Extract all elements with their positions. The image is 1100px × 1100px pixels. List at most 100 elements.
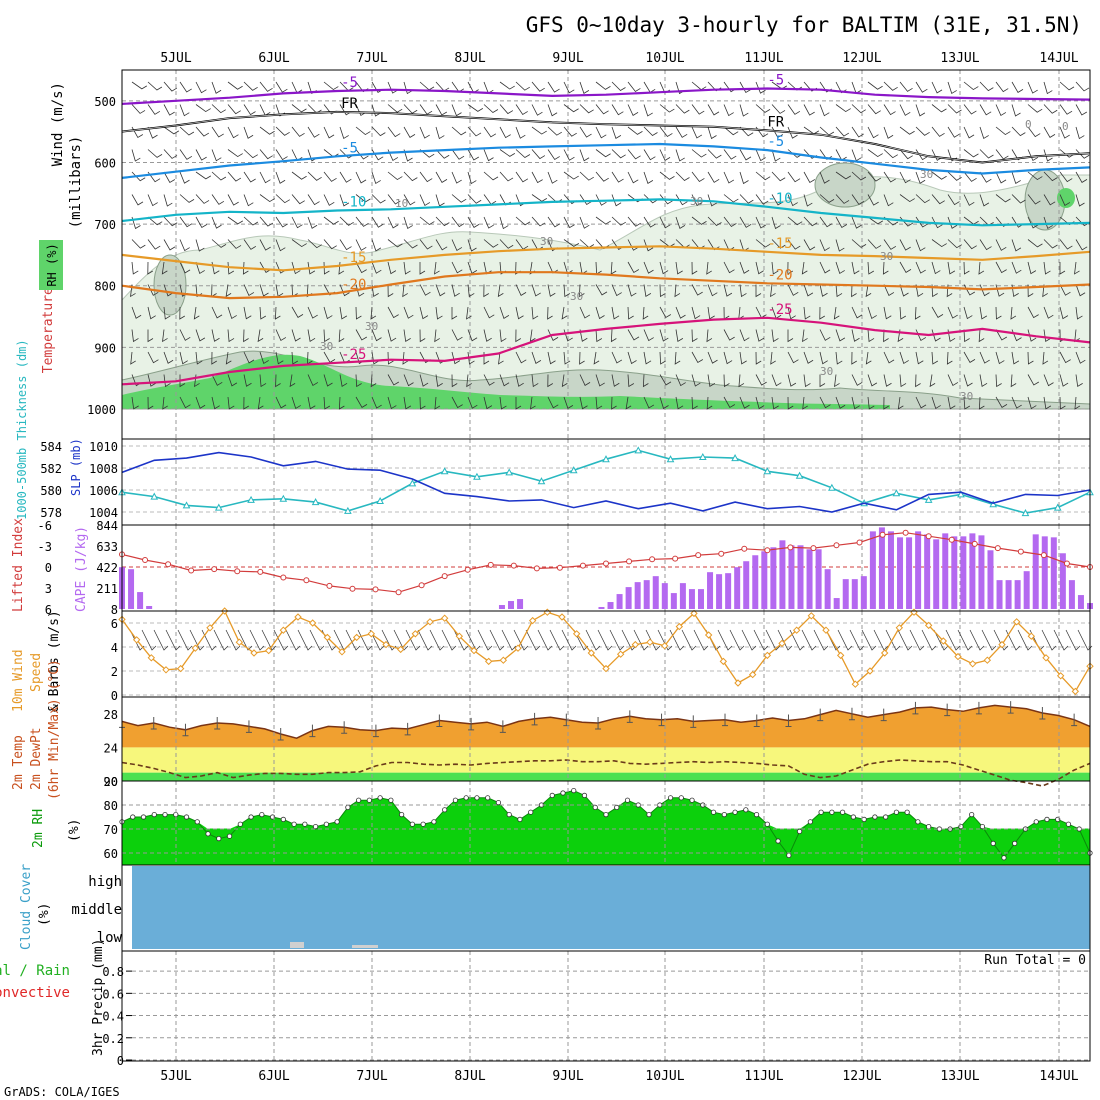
wind-barb xyxy=(371,171,381,185)
wind-barb xyxy=(451,284,460,297)
wind-barb xyxy=(883,149,898,159)
wind-barb xyxy=(723,216,737,227)
wind-barb xyxy=(579,216,590,229)
wind-barb xyxy=(291,171,307,180)
cape-tick: 422 xyxy=(96,561,118,575)
wind-barb xyxy=(675,126,688,138)
wind-speed-marker xyxy=(352,633,361,642)
wind-barb xyxy=(931,239,947,248)
wind-speed-marker xyxy=(690,609,698,618)
wind-barb xyxy=(563,216,575,229)
wind-barb xyxy=(211,81,222,94)
thickness-label: 1000-500mb Thickness (dm) xyxy=(15,339,29,520)
wind-speed-marker xyxy=(734,679,742,687)
cloud-axis-label: Cloud Cover (%) xyxy=(19,864,52,950)
wind-tick: 2 xyxy=(111,665,118,679)
wind-barb xyxy=(211,216,222,229)
thickness-marker xyxy=(247,495,255,503)
li-tick: 3 xyxy=(45,582,52,596)
wind-speed-marker xyxy=(294,613,302,621)
wind-barb xyxy=(595,194,607,206)
wind-barb xyxy=(963,81,979,91)
wind-barb xyxy=(995,194,1011,203)
wind-speed-marker xyxy=(572,630,581,638)
wind-barb xyxy=(291,239,307,248)
wind-barb xyxy=(627,329,640,341)
slp-tick: 1008 xyxy=(89,462,118,476)
wind-barb xyxy=(851,216,862,229)
cape-bar xyxy=(978,535,985,609)
wind-barb xyxy=(995,171,1007,184)
thickness-tick: 582 xyxy=(40,462,62,476)
wind-axis-label: Wind (m/s) xyxy=(50,82,66,166)
rh-marker xyxy=(818,809,824,815)
wind-barb xyxy=(675,171,690,181)
wind-barb xyxy=(339,216,354,226)
date-label-top: 8JUL xyxy=(454,51,485,66)
wind-barb xyxy=(289,374,296,388)
wind-speed-marker xyxy=(616,650,625,658)
wind-barb xyxy=(739,284,747,298)
rh-marker xyxy=(786,852,792,859)
wind-barb xyxy=(547,374,553,388)
wind-barb xyxy=(211,171,227,181)
wind-barb xyxy=(387,329,397,342)
wind-barb xyxy=(211,329,220,342)
thickness-marker xyxy=(1053,503,1062,511)
date-label-bottom: 7JUL xyxy=(356,1069,387,1084)
temp-minmax-bar xyxy=(1039,706,1046,720)
wind-barb xyxy=(131,149,141,162)
rh-marker xyxy=(409,821,415,827)
li-marker xyxy=(649,556,656,563)
wind-barb xyxy=(547,126,562,136)
wind-barb xyxy=(931,329,941,342)
wind-barb xyxy=(611,194,622,207)
wind-barb xyxy=(435,171,448,183)
wind-speed-marker xyxy=(1071,687,1080,696)
wind-barb xyxy=(659,126,673,137)
wind-barb xyxy=(211,351,217,365)
li-marker xyxy=(165,561,172,568)
temp-tick: 24 xyxy=(104,741,118,755)
wind-barb xyxy=(787,374,797,387)
wind-barb xyxy=(563,396,574,409)
wind-speed-marker xyxy=(367,630,376,638)
wind-barb xyxy=(355,149,369,160)
wind-barb xyxy=(147,81,163,91)
rh-marker xyxy=(130,814,136,820)
wind-barb xyxy=(642,374,649,388)
cloud-low-fill xyxy=(352,945,378,948)
wind-barb-10m xyxy=(693,629,709,651)
wind-axis-label: 10m Wind Speed & Barbs (m/s) xyxy=(11,610,62,712)
wind-barb xyxy=(483,216,494,229)
wind-barb xyxy=(979,374,988,387)
li-marker xyxy=(1017,548,1024,555)
rh-marker xyxy=(140,814,147,820)
thickness-marker xyxy=(634,446,643,454)
date-label-top: 5JUL xyxy=(160,51,191,66)
wind-barb xyxy=(739,81,752,94)
wind-barb xyxy=(419,284,431,296)
wind-barb xyxy=(899,239,911,251)
wind-barb xyxy=(835,104,851,113)
wind-barb xyxy=(995,329,1008,341)
wind-barb xyxy=(739,216,752,228)
wind-barb xyxy=(979,104,992,116)
wind-barb xyxy=(771,261,779,275)
wind-barb xyxy=(435,126,445,140)
wind-barb-10m xyxy=(789,629,805,651)
wind-barb xyxy=(259,194,275,203)
wind-barb-10m xyxy=(273,629,289,651)
wind-barb xyxy=(851,194,865,205)
thickness-marker xyxy=(602,455,610,463)
li-marker xyxy=(188,567,195,574)
thickness-marker xyxy=(892,489,901,497)
li-marker xyxy=(1063,560,1070,567)
wind-barb xyxy=(787,216,803,226)
date-label-bottom: 11JUL xyxy=(744,1069,783,1084)
wind-barb xyxy=(739,261,750,274)
wind-speed-marker xyxy=(866,667,874,675)
wind-barb xyxy=(739,329,750,342)
wind-barb xyxy=(1059,306,1069,320)
